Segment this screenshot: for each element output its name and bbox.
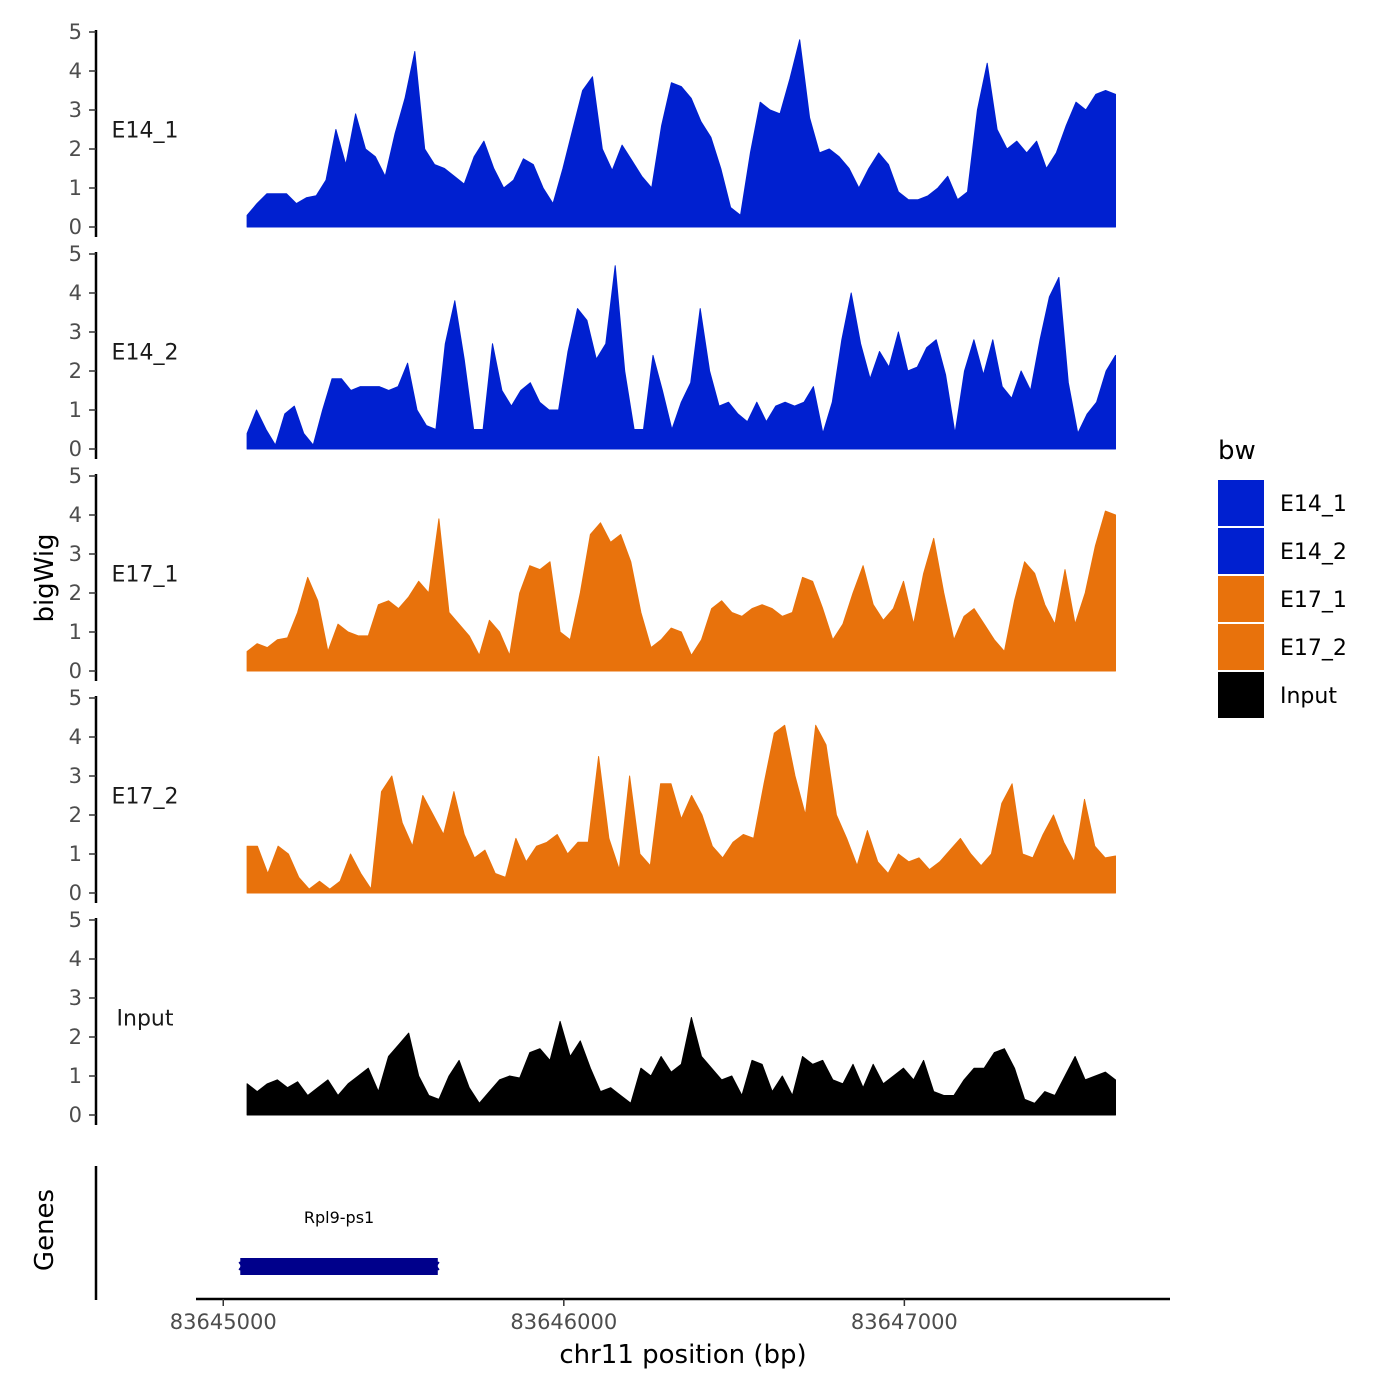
y-tick-label: 4	[69, 281, 82, 305]
y-tick-label: 5	[69, 242, 82, 266]
track-label: E14_2	[112, 340, 179, 365]
gene-marks: Rpl9-ps1	[238, 1208, 440, 1275]
y-tick-label: 2	[69, 581, 82, 605]
x-axis: 83645000 83646000 83647000 chr11 position …	[170, 1297, 1170, 1370]
x-axis-title: chr11 position (bp)	[559, 1340, 806, 1370]
genes-axis-title: Genes	[30, 1189, 60, 1271]
y-tick-label: 5	[69, 20, 82, 44]
track-label: E17_1	[112, 562, 179, 587]
track-e14-1: 0 1 2 3 4 5 E14_1	[69, 20, 1116, 239]
tracks-group: 0 1 2 3 4 5 E14_1 0 1 2 3 4 5 E14_2 0 1 2 3 4 5 E17_1 0 1 2 3 4 5 E…	[69, 20, 1116, 1127]
y-tick-label: 5	[69, 464, 82, 488]
legend: bw E14_1 E14_2 E17_1 E17_2 Input	[1218, 436, 1347, 718]
track-e17-1: 0 1 2 3 4 5 E17_1	[69, 464, 1116, 683]
track-label: Input	[117, 1006, 174, 1031]
signal-area	[246, 39, 1116, 228]
y-tick-label: 0	[69, 881, 82, 905]
track-input: 0 1 2 3 4 5 Input	[69, 908, 1116, 1127]
legend-swatch	[1218, 672, 1264, 718]
signal-area	[246, 510, 1116, 672]
signal-area	[246, 724, 1116, 894]
y-tick-label: 1	[69, 1064, 82, 1088]
track-label: E14_1	[112, 118, 179, 143]
y-tick-label: 1	[69, 398, 82, 422]
y-tick-label: 3	[69, 764, 82, 788]
track-e17-2: 0 1 2 3 4 5 E17_2	[69, 686, 1116, 905]
y-tick-label: 3	[69, 98, 82, 122]
track-label: E17_2	[112, 784, 179, 809]
x-tick-label: 83645000	[170, 1310, 277, 1334]
gene-body	[240, 1258, 438, 1275]
signal-area	[246, 1017, 1116, 1116]
legend-label: E17_1	[1280, 588, 1347, 613]
y-tick-label: 1	[69, 176, 82, 200]
y-axis-title: bigWig	[30, 533, 60, 622]
y-tick-label: 4	[69, 947, 82, 971]
y-tick-label: 4	[69, 59, 82, 83]
y-tick-label: 0	[69, 215, 82, 239]
legend-label: Input	[1280, 684, 1337, 709]
legend-swatch	[1218, 528, 1264, 574]
y-tick-label: 4	[69, 503, 82, 527]
x-ticks: 83645000 83646000 83647000	[170, 1299, 958, 1334]
y-tick-label: 0	[69, 1103, 82, 1127]
legend-swatch	[1218, 576, 1264, 622]
y-tick-label: 2	[69, 359, 82, 383]
y-tick-label: 2	[69, 803, 82, 827]
y-tick-label: 2	[69, 137, 82, 161]
legend-swatch	[1218, 480, 1264, 526]
y-tick-label: 5	[69, 908, 82, 932]
y-tick-label: 5	[69, 686, 82, 710]
signal-area	[246, 265, 1116, 450]
y-tick-label: 3	[69, 320, 82, 344]
legend-label: E17_2	[1280, 636, 1347, 661]
y-tick-label: 1	[69, 842, 82, 866]
y-tick-label: 3	[69, 986, 82, 1010]
gene-track: Genes Rpl9-ps1	[30, 1166, 440, 1300]
x-tick-label: 83646000	[510, 1310, 617, 1334]
x-tick-label: 83647000	[851, 1310, 958, 1334]
legend-items: E14_1 E14_2 E17_1 E17_2 Input	[1218, 480, 1347, 718]
y-tick-label: 3	[69, 542, 82, 566]
legend-title: bw	[1218, 436, 1256, 466]
legend-label: E14_2	[1280, 540, 1347, 565]
y-tick-label: 2	[69, 1025, 82, 1049]
legend-label: E14_1	[1280, 492, 1347, 517]
y-tick-label: 0	[69, 659, 82, 683]
legend-swatch	[1218, 624, 1264, 670]
y-tick-label: 1	[69, 620, 82, 644]
track-e14-2: 0 1 2 3 4 5 E14_2	[69, 242, 1116, 461]
gene-label: Rpl9-ps1	[304, 1208, 374, 1227]
gene-strand-marks	[238, 1261, 440, 1271]
y-tick-label: 4	[69, 725, 82, 749]
y-tick-label: 0	[69, 437, 82, 461]
